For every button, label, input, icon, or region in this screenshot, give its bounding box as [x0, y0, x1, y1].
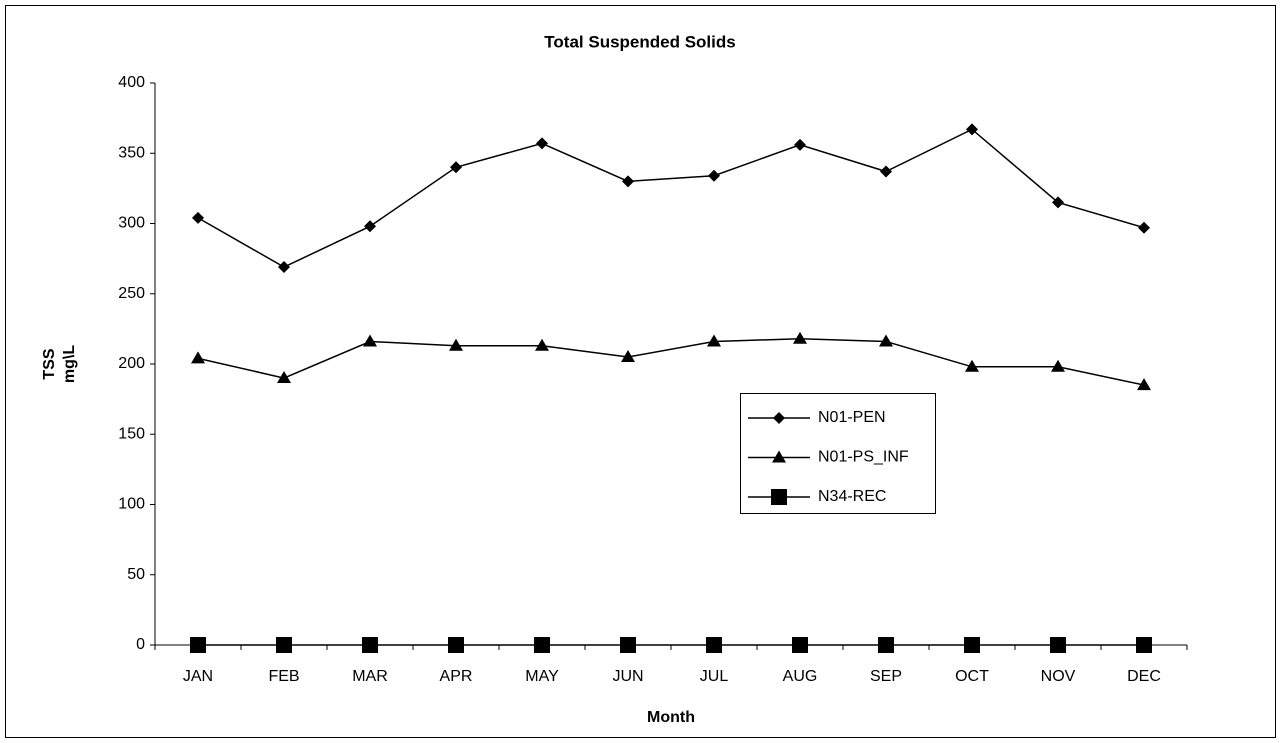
marker — [880, 165, 892, 178]
legend-marker — [773, 412, 785, 424]
marker — [536, 137, 548, 150]
legend-label: N01-PS_INF — [818, 449, 909, 466]
marker — [449, 338, 463, 351]
marker — [278, 261, 290, 274]
x-tick-label: OCT — [955, 668, 989, 685]
x-tick-label: JAN — [183, 668, 213, 685]
x-axis-label: Month — [647, 709, 695, 726]
marker — [792, 637, 808, 653]
marker — [190, 637, 206, 653]
marker — [534, 637, 550, 653]
marker — [450, 161, 462, 174]
marker — [878, 637, 894, 653]
y-tick-label: 150 — [118, 425, 145, 442]
marker — [965, 359, 979, 372]
marker — [793, 331, 807, 344]
x-tick-label: AUG — [783, 668, 818, 685]
x-tick-label: NOV — [1041, 668, 1076, 685]
legend-label: N34-REC — [818, 488, 886, 505]
y-axis-label: TSS mg\L — [41, 345, 78, 383]
y-tick-label: 100 — [118, 496, 145, 513]
x-tick-label: MAR — [352, 668, 388, 685]
series-line — [197, 128, 1145, 268]
y-tick-label: 0 — [136, 636, 145, 653]
marker — [192, 211, 204, 224]
marker — [966, 123, 978, 136]
x-tick-label: SEP — [870, 668, 902, 685]
legend-marker — [771, 489, 787, 505]
x-tick-label: APR — [440, 668, 473, 685]
x-tick-label: FEB — [268, 668, 299, 685]
marker — [794, 138, 806, 151]
series-line — [197, 337, 1145, 386]
marker — [707, 334, 721, 347]
y-axis-label-line: mg\L — [61, 345, 78, 383]
marker — [364, 220, 376, 233]
chart-title: Total Suspended Solids — [544, 32, 735, 51]
marker — [277, 371, 291, 384]
marker — [1136, 637, 1152, 653]
marker — [1137, 378, 1151, 391]
marker — [1050, 637, 1066, 653]
y-tick-label: 350 — [118, 144, 145, 161]
y-tick-label: 200 — [118, 355, 145, 372]
marker — [363, 334, 377, 347]
marker — [1138, 221, 1150, 234]
marker — [622, 175, 634, 188]
marker — [276, 637, 292, 653]
marker — [191, 351, 205, 364]
legend-label: N01-PEN — [818, 409, 886, 426]
marker — [448, 637, 464, 653]
y-tick-label: 50 — [127, 566, 145, 583]
marker — [535, 338, 549, 351]
marker — [1051, 359, 1065, 372]
y-tick-label: 250 — [118, 285, 145, 302]
x-tick-label: JUL — [700, 668, 729, 685]
y-axis-label-line: TSS — [41, 348, 58, 379]
marker — [620, 637, 636, 653]
chart-border — [5, 5, 1276, 738]
legend-marker — [772, 450, 786, 463]
x-tick-label: DEC — [1127, 668, 1161, 685]
y-tick-label: 400 — [118, 74, 145, 91]
marker — [621, 349, 635, 362]
y-tick-label: 300 — [118, 215, 145, 232]
marker — [706, 637, 722, 653]
marker — [362, 637, 378, 653]
x-tick-label: JUN — [612, 668, 643, 685]
marker — [879, 334, 893, 347]
marker — [708, 169, 720, 182]
marker — [964, 637, 980, 653]
marker — [1052, 196, 1064, 209]
x-tick-label: MAY — [525, 668, 559, 685]
